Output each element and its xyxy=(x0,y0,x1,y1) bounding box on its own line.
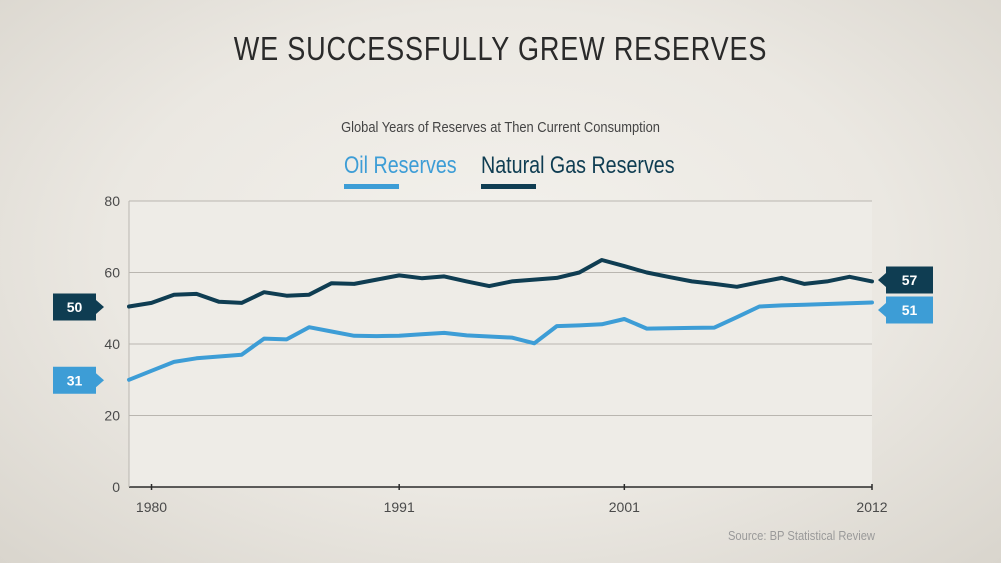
callout-gas-end-text: 57 xyxy=(902,272,918,288)
series-line-oil xyxy=(127,300,874,382)
legend-gas-label: Natural Gas Reserves xyxy=(481,152,675,179)
x-tick-label-1991: 1991 xyxy=(384,499,415,515)
source-note: Source: BP Statistical Review xyxy=(727,528,875,543)
y-axis-ticks: 0 20 40 60 80 xyxy=(104,193,120,495)
callout-oil-end: 51 xyxy=(878,296,933,324)
callout-oil-end-text: 51 xyxy=(902,302,918,318)
series-group xyxy=(127,258,874,382)
chart-subtitle: Global Years of Reserves at Then Current… xyxy=(341,119,660,136)
gridlines xyxy=(128,200,872,488)
callout-gas-start-shape xyxy=(53,293,104,321)
x-tick-label-2001: 2001 xyxy=(609,499,640,515)
callout-oil-start: 31 xyxy=(53,366,104,394)
y-tick-label-80: 80 xyxy=(104,193,120,209)
y-tick-label-60: 60 xyxy=(104,265,120,281)
callout-group: 57 51 50 31 xyxy=(53,266,933,394)
legend-oil-swatch xyxy=(344,184,399,189)
page-title: WE SUCCESSFULLY GREW RESERVES xyxy=(233,30,768,67)
callout-oil-start-shape xyxy=(53,366,104,394)
legend-oil-label: Oil Reserves xyxy=(344,152,457,179)
callout-gas-end-shape xyxy=(878,266,933,294)
x-tick-label-1980: 1980 xyxy=(136,499,167,515)
callout-oil-start-text: 31 xyxy=(67,372,83,388)
legend-gas-swatch xyxy=(481,184,536,189)
x-axis-ticks: 1980 1991 2001 2012 xyxy=(136,484,888,515)
callout-gas-end: 57 xyxy=(878,266,933,294)
x-tick-label-2012: 2012 xyxy=(856,499,887,515)
y-tick-label-40: 40 xyxy=(104,336,120,352)
callout-gas-start-text: 50 xyxy=(67,299,83,315)
callout-gas-start: 50 xyxy=(53,293,104,321)
y-tick-label-20: 20 xyxy=(104,408,120,424)
callout-oil-end-shape xyxy=(878,296,933,324)
series-line-gas xyxy=(127,258,874,309)
y-tick-label-0: 0 xyxy=(112,479,120,495)
